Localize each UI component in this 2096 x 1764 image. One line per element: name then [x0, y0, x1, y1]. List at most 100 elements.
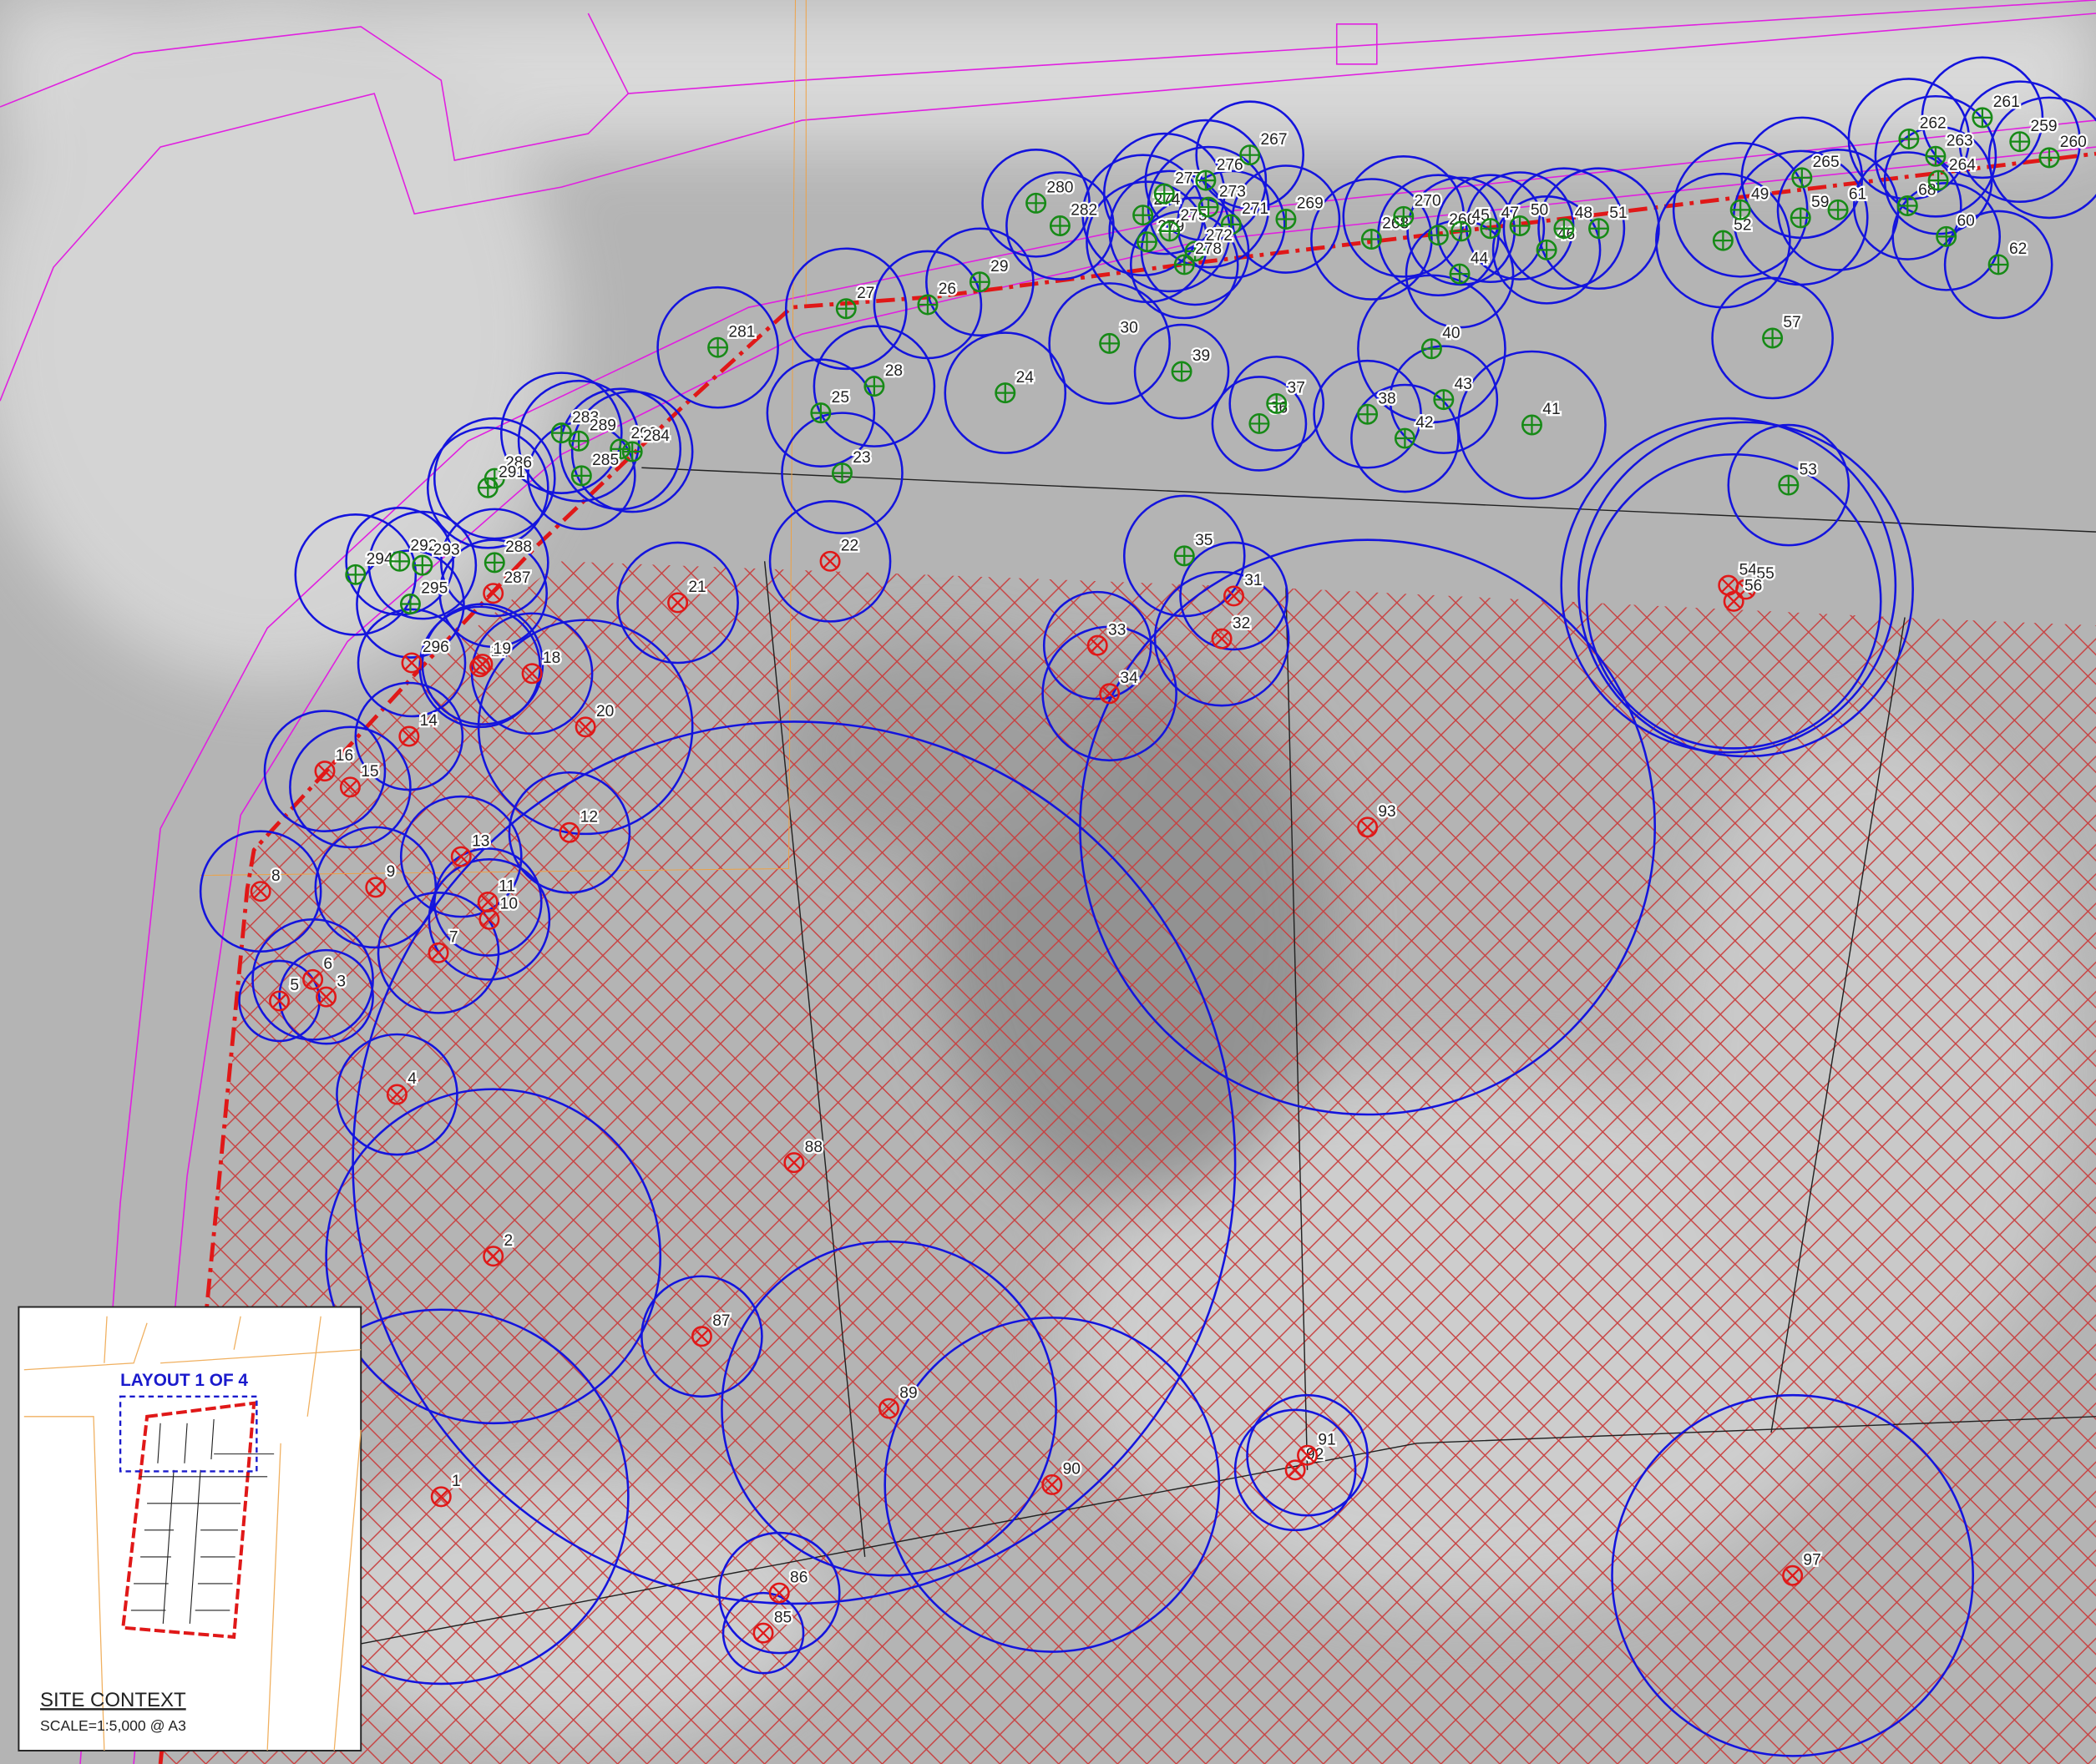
tree-marker: 41 [1521, 399, 1562, 436]
tree-symbol-cross [1222, 215, 1241, 235]
tree-marker: 15 [339, 761, 381, 798]
tree-symbol-cross [1226, 589, 1242, 604]
tree-canopy [1874, 94, 1997, 218]
tree-label: 287 [504, 569, 530, 587]
tree-marker: 5 [269, 975, 301, 1012]
tree-label: 48 [1575, 205, 1592, 222]
tree-marker: 57 [1762, 312, 1803, 349]
tree-canopy [1048, 282, 1171, 405]
tree-canopy [433, 847, 543, 957]
tree-canopy [1943, 210, 2053, 320]
tree-marker: 29 [969, 256, 1010, 293]
tree-symbol-cross [1394, 207, 1414, 226]
tree-marker: 7 [428, 927, 460, 963]
tree-marker: 33 [1086, 619, 1128, 656]
tree-canopy [251, 918, 374, 1041]
tree-marker: 30 [1099, 317, 1140, 354]
tree-canopy [559, 387, 682, 511]
tree-marker: 285 [570, 450, 621, 487]
tree-symbol [783, 1152, 805, 1174]
tree-label: 38 [1378, 390, 1395, 407]
tree-label: 57 [1783, 314, 1800, 331]
tree-symbol-cross [2010, 132, 2029, 151]
tree-symbol-cross [253, 883, 268, 899]
tree-symbol-cross [1090, 638, 1106, 653]
tree-marker: 39 [1171, 346, 1213, 382]
tree-symbol-cross [756, 1625, 771, 1640]
tree-canopy [925, 227, 1035, 337]
tree-label: 43 [1455, 376, 1472, 393]
tree-canopy [1655, 172, 1791, 309]
tree-marker: 93 [1357, 801, 1398, 838]
tree-symbol-cross [1738, 582, 1754, 597]
tree-marker: 53 [1778, 459, 1819, 496]
tree-symbol-cross [1730, 200, 1750, 220]
tree-marker: 6 [302, 953, 334, 990]
tree-symbol-cross [572, 466, 591, 486]
tree-canopy [278, 948, 374, 1045]
tree-marker: 13 [450, 831, 492, 867]
tree-label: 270 [1415, 193, 1441, 210]
tree-symbol-cross [1554, 219, 1574, 238]
tree-marker: 289 [568, 415, 618, 452]
tree-label: 4 [408, 1070, 417, 1088]
tree-symbol-cross [1899, 129, 1919, 149]
tree-marker: 40 [1420, 323, 1462, 360]
tree-symbol-cross [1720, 578, 1736, 593]
tree-label: 56 [1744, 578, 1762, 595]
tree-symbol [1297, 1444, 1319, 1466]
tree-label: 295 [421, 580, 448, 598]
tree-label: 31 [1244, 572, 1262, 589]
inset-layout-label: LAYOUT 1 OF 4 [120, 1371, 248, 1390]
tree-symbol [1782, 1564, 1804, 1586]
tree-symbol-cross [823, 553, 838, 569]
tree-marker: 10 [478, 893, 519, 930]
tree-marker: 271 [1220, 199, 1271, 235]
tree-canopy [1211, 376, 1308, 472]
tree-symbol-cross [787, 1155, 802, 1170]
tree-symbol-cross [1785, 1568, 1800, 1584]
tree-canopy [426, 426, 549, 549]
tree-symbol-cross [918, 295, 938, 315]
tree-symbol-cross [1160, 221, 1179, 241]
tree-marker: 50 [1509, 200, 1551, 237]
tree-symbol-cross [402, 729, 417, 744]
tree-label: 59 [1811, 194, 1829, 211]
tree-label: 288 [505, 538, 532, 556]
tree-label: 294 [367, 551, 393, 569]
tree-label: 24 [1016, 369, 1035, 387]
tree-marker: 2 [483, 1231, 515, 1267]
tree-symbol-cross [610, 439, 630, 459]
tree-label: 28 [885, 362, 903, 380]
tree-canopy [1144, 119, 1268, 242]
tree-symbol-cross [478, 478, 498, 498]
tree-canopy [1611, 1393, 1975, 1757]
tree-label: 49 [1751, 186, 1769, 204]
tree-label: 91 [1318, 1431, 1335, 1448]
tree-symbol [819, 550, 841, 572]
tree-marker: 291 [477, 462, 528, 498]
tree-label: 293 [433, 541, 460, 559]
tree-symbol-cross [305, 972, 321, 988]
tree-symbol-cross [1537, 240, 1557, 260]
tree-symbol [1099, 683, 1121, 705]
tree-symbol [483, 1246, 504, 1267]
tree-label: 263 [1947, 132, 1973, 149]
tree-marker: 44 [1449, 248, 1491, 285]
tree-label: 7 [449, 929, 458, 947]
tree-symbol-cross [1198, 197, 1218, 217]
tree-canopy [1585, 452, 1882, 750]
tree-label: 1 [452, 1473, 461, 1490]
tree-canopy [721, 1591, 805, 1675]
tree-symbol-cross [346, 565, 366, 584]
tree-symbol-cross [708, 337, 727, 357]
tree-symbol-cross [271, 993, 287, 1008]
tree-marker: 89 [878, 1382, 919, 1419]
tree-label: 93 [1378, 803, 1395, 821]
tree-symbol [250, 881, 271, 902]
tree-label: 97 [1803, 1551, 1820, 1569]
tree-symbol [398, 725, 420, 747]
tree-marker: 59 [1790, 192, 1831, 229]
tree-symbol [477, 892, 499, 912]
